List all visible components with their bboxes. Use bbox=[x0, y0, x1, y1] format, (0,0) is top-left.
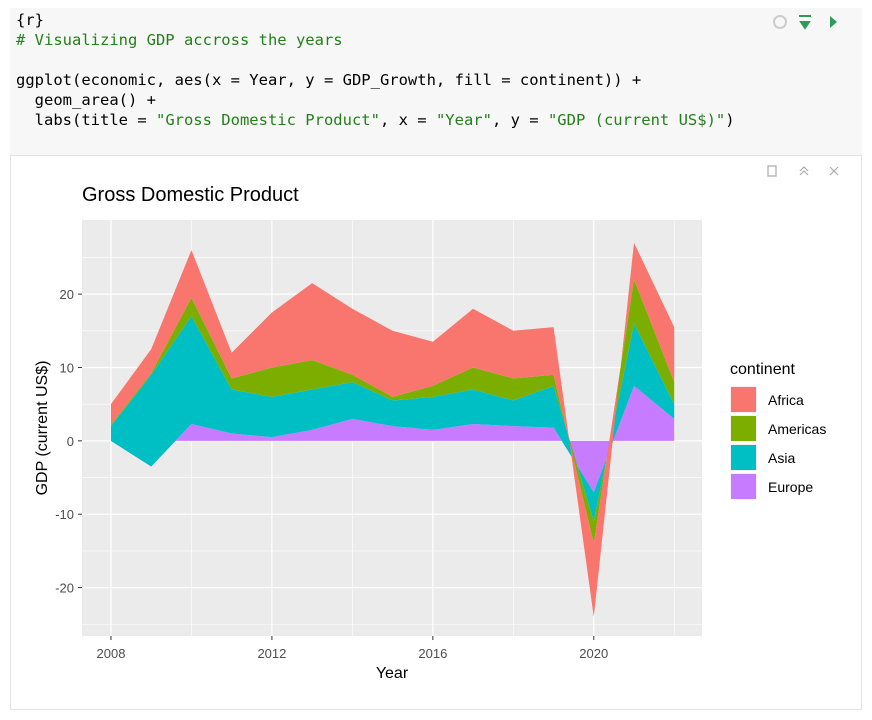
legend-swatch bbox=[731, 445, 756, 470]
area bbox=[110, 242, 675, 617]
chunk-toolbar bbox=[773, 15, 837, 30]
copy-icon[interactable] bbox=[767, 165, 777, 177]
code-line: geom_area() + bbox=[16, 91, 156, 109]
area bbox=[110, 279, 675, 544]
code-line: {r} bbox=[16, 11, 44, 29]
legend-label: Asia bbox=[768, 450, 795, 466]
y-tick-label: 0 bbox=[67, 434, 74, 449]
run-above-icon[interactable] bbox=[799, 15, 811, 30]
code-token: labs(title = bbox=[16, 111, 156, 129]
code-line: labs(title = "Gross Domestic Product", x… bbox=[16, 111, 735, 129]
legend-label: Europe bbox=[768, 479, 813, 495]
legend-swatch bbox=[731, 387, 756, 412]
code-token: {r} bbox=[16, 11, 44, 29]
legend-title: continent bbox=[730, 361, 795, 378]
chart: Gross Domestic Product Year GDP (current… bbox=[34, 184, 826, 682]
code-chunk bbox=[10, 8, 862, 155]
code-text: {r} # Visualizing GDP accross the years gg… bbox=[16, 11, 735, 129]
y-tick-label: 10 bbox=[60, 360, 74, 375]
code-line: ggplot(economic, aes(x = Year, y = GDP_G… bbox=[16, 71, 641, 89]
y-tick-label: 20 bbox=[60, 287, 74, 302]
output-toolbar bbox=[767, 165, 839, 177]
code-token: ggplot(economic, aes(x = Year, y = GDP_G… bbox=[16, 71, 641, 89]
code-token: geom_area() + bbox=[16, 91, 156, 109]
close-icon[interactable] bbox=[829, 166, 839, 176]
legend-swatch bbox=[731, 474, 756, 499]
area bbox=[110, 385, 675, 493]
y-axis-title: GDP (current US$) bbox=[34, 361, 51, 496]
code-line: # Visualizing GDP accross the years bbox=[16, 31, 343, 49]
x-tick-label: 2020 bbox=[579, 646, 608, 661]
code-token: , y = bbox=[492, 111, 548, 129]
code-token: , x = bbox=[380, 111, 436, 129]
settings-icon[interactable] bbox=[773, 15, 787, 29]
area bbox=[110, 316, 675, 522]
y-tick-label: -10 bbox=[55, 507, 74, 522]
legend-label: Africa bbox=[768, 392, 804, 408]
x-tick-label: 2008 bbox=[97, 646, 126, 661]
code-token: "Year" bbox=[436, 111, 492, 129]
code-token: # Visualizing GDP accross the years bbox=[16, 31, 343, 49]
chart-title: Gross Domestic Product bbox=[82, 184, 299, 206]
x-axis-title: Year bbox=[376, 665, 409, 682]
code-token: ) bbox=[725, 111, 734, 129]
y-tick-label: -20 bbox=[55, 581, 74, 596]
collapse-icon[interactable] bbox=[799, 166, 809, 176]
x-tick-label: 2016 bbox=[418, 646, 447, 661]
x-tick-label: 2012 bbox=[257, 646, 286, 661]
legend-swatch bbox=[731, 416, 756, 441]
code-token: "GDP (current US$)" bbox=[548, 111, 725, 129]
legend-label: Americas bbox=[768, 421, 826, 437]
run-chunk-icon[interactable] bbox=[830, 16, 837, 28]
code-token: "Gross Domestic Product" bbox=[156, 111, 380, 129]
